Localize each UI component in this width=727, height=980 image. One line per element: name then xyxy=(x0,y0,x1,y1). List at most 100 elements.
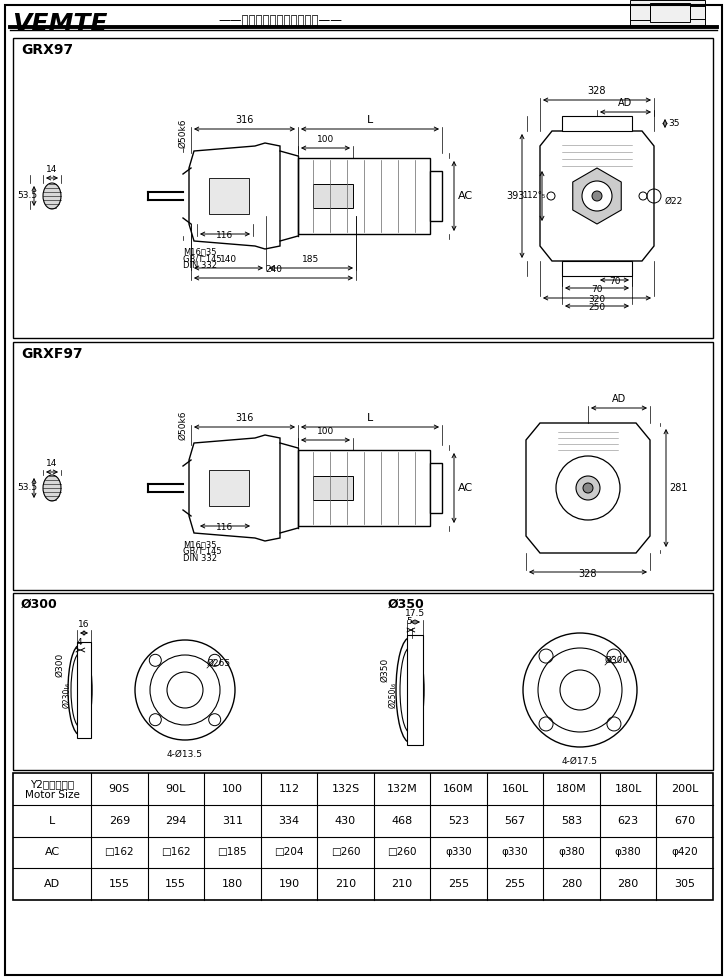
Text: 250: 250 xyxy=(588,303,606,312)
Text: 185: 185 xyxy=(302,255,320,264)
Bar xyxy=(13,342,713,590)
Text: 255: 255 xyxy=(505,879,526,889)
Text: 70: 70 xyxy=(591,285,603,294)
Bar xyxy=(298,450,430,526)
Text: Ø300: Ø300 xyxy=(55,653,65,677)
Text: 430: 430 xyxy=(335,815,356,825)
Bar xyxy=(313,476,353,500)
Text: 320: 320 xyxy=(588,295,606,304)
Text: 393: 393 xyxy=(507,191,525,201)
Text: 4-Ø17.5: 4-Ø17.5 xyxy=(562,757,598,766)
Text: 670: 670 xyxy=(674,815,695,825)
Text: 305: 305 xyxy=(674,879,695,889)
Text: 53.5: 53.5 xyxy=(17,483,37,493)
Text: Ø50k6: Ø50k6 xyxy=(179,119,188,148)
Text: 180M: 180M xyxy=(556,784,587,794)
Text: Ø50k6: Ø50k6 xyxy=(179,411,188,440)
Text: 90S: 90S xyxy=(108,784,130,794)
Ellipse shape xyxy=(43,475,61,501)
Text: 116: 116 xyxy=(217,523,233,532)
Polygon shape xyxy=(189,435,280,541)
Bar xyxy=(13,38,713,338)
Text: Motor Size: Motor Size xyxy=(25,790,79,800)
Bar xyxy=(209,178,249,214)
Text: GRX97: GRX97 xyxy=(21,43,73,57)
Text: 210: 210 xyxy=(335,879,356,889)
Text: 190: 190 xyxy=(278,879,300,889)
Text: 4: 4 xyxy=(76,638,82,647)
Text: 269: 269 xyxy=(108,815,130,825)
Ellipse shape xyxy=(71,653,89,727)
Text: 100: 100 xyxy=(222,784,243,794)
Text: L: L xyxy=(367,413,373,423)
Bar xyxy=(562,261,632,276)
Text: M16深35: M16深35 xyxy=(183,247,217,256)
Circle shape xyxy=(583,483,593,493)
Text: φ420: φ420 xyxy=(672,848,698,858)
Polygon shape xyxy=(526,423,650,553)
Text: 155: 155 xyxy=(165,879,186,889)
Text: 16: 16 xyxy=(79,620,89,629)
Text: 294: 294 xyxy=(165,815,187,825)
Text: 180L: 180L xyxy=(614,784,642,794)
Text: AC: AC xyxy=(458,483,473,493)
Polygon shape xyxy=(540,131,654,261)
Text: Ø265: Ø265 xyxy=(207,659,231,668)
Bar xyxy=(209,470,249,506)
Text: Ø230ι₆: Ø230ι₆ xyxy=(63,682,71,709)
Text: 583: 583 xyxy=(561,815,582,825)
Text: 255: 255 xyxy=(448,879,469,889)
Text: 35: 35 xyxy=(668,119,680,128)
Text: 100: 100 xyxy=(317,427,334,436)
Text: 468: 468 xyxy=(391,815,413,825)
Text: DIN 332: DIN 332 xyxy=(183,554,217,563)
Text: AD: AD xyxy=(44,879,60,889)
Bar xyxy=(191,460,197,516)
Text: ——诚信、专业、务实、高效——: ——诚信、专业、务实、高效—— xyxy=(218,14,342,27)
Text: 4-Ø13.5: 4-Ø13.5 xyxy=(167,750,203,759)
Text: □162: □162 xyxy=(161,848,190,858)
Text: GRXF97: GRXF97 xyxy=(21,347,83,361)
Text: 112°₅: 112°₅ xyxy=(522,191,545,201)
Text: 334: 334 xyxy=(278,815,300,825)
Text: 281: 281 xyxy=(669,483,688,493)
Bar xyxy=(430,463,442,513)
Text: 14: 14 xyxy=(47,459,57,468)
Text: Y2电机机座号: Y2电机机座号 xyxy=(30,779,74,789)
Text: φ380: φ380 xyxy=(558,848,585,858)
Text: Ø300: Ø300 xyxy=(605,656,630,665)
Text: 132S: 132S xyxy=(332,784,360,794)
Ellipse shape xyxy=(400,648,420,732)
Text: 280: 280 xyxy=(561,879,582,889)
Text: 311: 311 xyxy=(222,815,243,825)
Text: 160L: 160L xyxy=(502,784,529,794)
Polygon shape xyxy=(189,143,280,249)
Circle shape xyxy=(582,181,612,211)
Bar xyxy=(13,593,713,770)
Text: □204: □204 xyxy=(274,848,304,858)
Text: L: L xyxy=(49,815,55,825)
Text: □162: □162 xyxy=(105,848,134,858)
Text: φ380: φ380 xyxy=(615,848,641,858)
Bar xyxy=(407,635,423,745)
Text: Ø22: Ø22 xyxy=(665,197,683,206)
Text: 155: 155 xyxy=(109,879,130,889)
Text: 280: 280 xyxy=(617,879,639,889)
Bar xyxy=(562,116,632,131)
Text: Ø250ι₆: Ø250ι₆ xyxy=(388,682,398,709)
Text: □260: □260 xyxy=(331,848,360,858)
Bar xyxy=(650,3,690,22)
Text: AC: AC xyxy=(44,848,60,858)
Bar xyxy=(191,168,197,224)
Ellipse shape xyxy=(43,183,61,209)
Text: AD: AD xyxy=(619,98,632,108)
Text: 328: 328 xyxy=(579,569,598,579)
Text: 5: 5 xyxy=(406,617,412,626)
Ellipse shape xyxy=(68,645,92,735)
Text: □185: □185 xyxy=(217,848,247,858)
Bar xyxy=(313,184,353,208)
Text: 180: 180 xyxy=(222,879,243,889)
Text: 140: 140 xyxy=(220,255,237,264)
Text: φ330: φ330 xyxy=(502,848,529,858)
Text: 53.5: 53.5 xyxy=(17,191,37,201)
